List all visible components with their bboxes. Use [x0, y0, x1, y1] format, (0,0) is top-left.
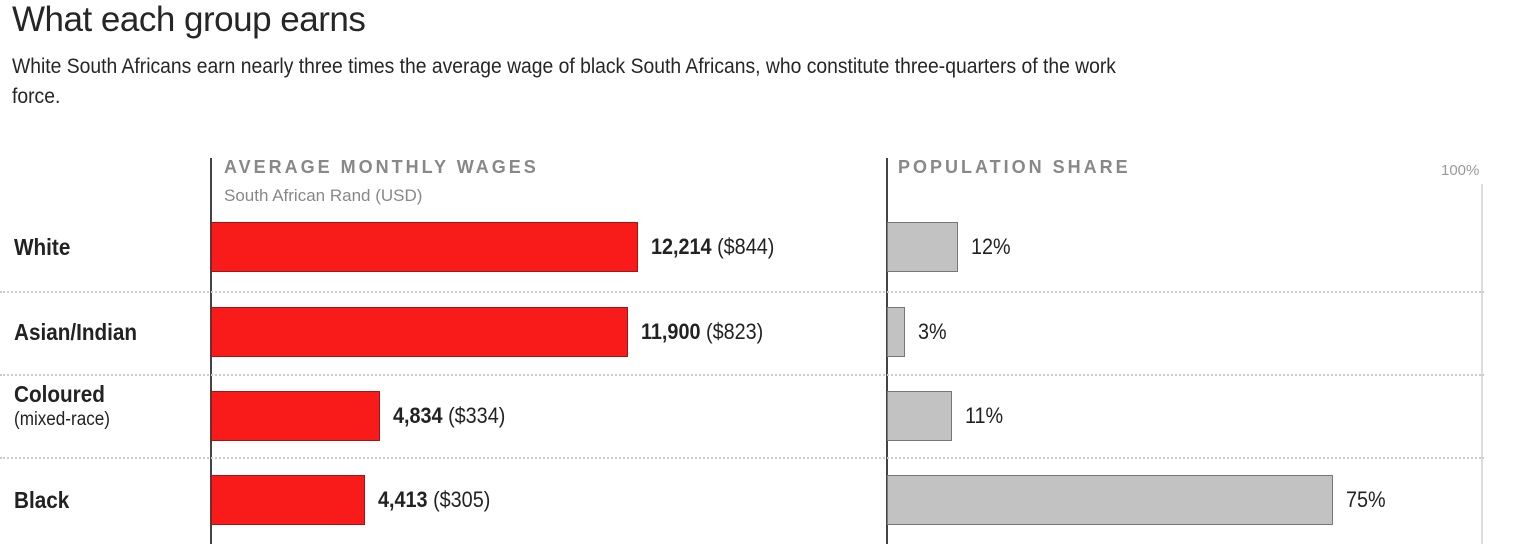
wage-usd: ($844): [717, 234, 775, 259]
wage-rand: 11,900: [640, 319, 700, 344]
wage-usd: ($334): [448, 403, 506, 428]
category-note: (mixed-race): [14, 409, 110, 430]
population-max-line: [1481, 184, 1483, 544]
category-label: Asian/Indian: [14, 319, 138, 345]
category-label: Coloured: [14, 381, 105, 407]
category-label: White: [14, 234, 71, 260]
row-divider: [0, 457, 1484, 459]
category-label: Black: [14, 487, 70, 513]
wage-usd: ($305): [433, 487, 491, 512]
chart-subtitle: White South Africans earn nearly three t…: [12, 55, 1116, 108]
row-divider: [0, 291, 1484, 293]
wage-value-label: 11,900 ($823): [641, 319, 763, 345]
population-max-label: 100%: [1441, 162, 1480, 179]
wage-rand: 12,214: [651, 234, 713, 259]
wage-rand: 4,413: [378, 487, 429, 512]
wage-bar: [211, 307, 628, 357]
wage-bar: [211, 475, 366, 525]
population-bar: [887, 391, 953, 441]
wage-header: AVERAGE MONTHLY WAGES: [224, 157, 539, 177]
wage-bar: [211, 222, 639, 272]
wage-value-label: 12,214 ($844): [651, 234, 774, 260]
wage-unit: South African Rand (USD): [224, 186, 423, 205]
chart-title: What each group earns: [12, 0, 366, 39]
population-header: POPULATION SHARE: [898, 157, 1131, 177]
population-value-label: 3%: [917, 319, 947, 344]
population-value-label: 75%: [1346, 487, 1386, 512]
population-bar: [887, 475, 1334, 525]
population-value-label: 12%: [971, 234, 1012, 259]
wage-value-label: 4,834 ($334): [393, 403, 505, 429]
wage-usd: ($823): [705, 319, 763, 344]
row-divider: [0, 374, 1484, 376]
wage-value-label: 4,413 ($305): [378, 487, 490, 513]
population-bar: [887, 222, 959, 272]
population-bar: [887, 307, 905, 357]
wage-rand: 4,834: [393, 403, 443, 428]
population-value-label: 11%: [965, 403, 1004, 428]
wage-bar: [211, 391, 381, 441]
